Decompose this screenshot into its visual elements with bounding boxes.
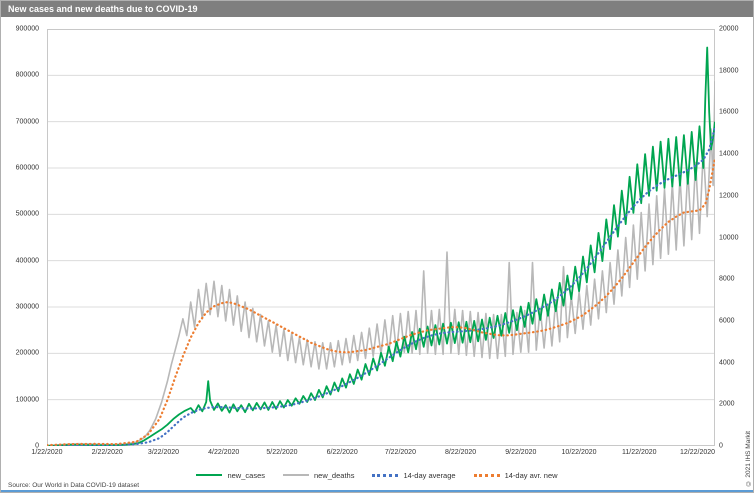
y-tick-label: 0 [719, 443, 723, 450]
chart-svg [47, 29, 715, 446]
y-tick-label: 12000 [719, 192, 738, 199]
legend-swatch-icon [196, 474, 222, 476]
x-tick-label: 4/22/2020 [208, 449, 239, 456]
chart-title-bar: New cases and new deaths due to COVID-19 [1, 1, 753, 17]
legend-item: 14-day average [372, 471, 455, 480]
plot-area [47, 29, 715, 446]
left-axis-labels: 0100000200000300000400000500000600000700… [1, 29, 43, 446]
chart-window: New cases and new deaths due to COVID-19… [0, 0, 754, 493]
y-tick-label: 14000 [719, 151, 738, 158]
source-note: Source: Our World in Data COVID-19 datas… [8, 482, 139, 489]
x-tick-label: 12/22/2020 [680, 449, 715, 456]
x-tick-label: 6/22/2020 [327, 449, 358, 456]
legend-label: new_cases [227, 471, 265, 480]
y-tick-label: 900000 [16, 26, 39, 33]
series-new-deaths [47, 81, 715, 446]
y-tick-label: 600000 [16, 165, 39, 172]
bottom-rule [1, 490, 753, 492]
copyright-note: © 2021 IHS Markit [745, 431, 752, 486]
y-tick-label: 6000 [719, 317, 735, 324]
legend-item: 14-day avr. new [474, 471, 558, 480]
y-tick-label: 300000 [16, 304, 39, 311]
x-tick-label: 11/22/2020 [622, 449, 657, 456]
y-tick-label: 2000 [719, 401, 735, 408]
y-tick-label: 700000 [16, 118, 39, 125]
y-tick-label: 10000 [719, 234, 738, 241]
legend-item: new_deaths [283, 471, 354, 480]
y-tick-label: 18000 [719, 67, 738, 74]
y-tick-label: 8000 [719, 276, 735, 283]
x-axis-labels: 1/22/20202/22/20203/22/20204/22/20205/22… [47, 449, 715, 459]
y-tick-label: 800000 [16, 72, 39, 79]
legend-label: new_deaths [314, 471, 354, 480]
y-tick-label: 100000 [16, 396, 39, 403]
x-tick-label: 10/22/2020 [562, 449, 597, 456]
legend-swatch-icon [474, 474, 500, 477]
legend-swatch-icon [372, 474, 398, 477]
plot-border [48, 30, 715, 446]
x-tick-label: 5/22/2020 [266, 449, 297, 456]
y-tick-label: 4000 [719, 359, 735, 366]
y-tick-label: 16000 [719, 109, 738, 116]
x-tick-label: 7/22/2020 [385, 449, 416, 456]
legend-label: 14-day avr. new [505, 471, 558, 480]
y-tick-label: 200000 [16, 350, 39, 357]
x-tick-label: 1/22/2020 [31, 449, 62, 456]
chart-legend: new_cases new_deaths 14-day average 14-day … [1, 468, 753, 482]
x-tick-label: 9/22/2020 [505, 449, 536, 456]
series-new-cases [47, 48, 715, 446]
chart-title: New cases and new deaths due to COVID-19 [8, 4, 198, 14]
x-tick-label: 8/22/2020 [445, 449, 476, 456]
x-tick-label: 3/22/2020 [148, 449, 179, 456]
right-axis-labels: 0200040006000800010000120001400016000180… [717, 29, 754, 446]
y-tick-label: 400000 [16, 257, 39, 264]
x-tick-label: 2/22/2020 [92, 449, 123, 456]
y-tick-label: 500000 [16, 211, 39, 218]
legend-item: new_cases [196, 471, 265, 480]
legend-label: 14-day average [403, 471, 455, 480]
y-tick-label: 20000 [719, 26, 738, 33]
legend-swatch-icon [283, 474, 309, 476]
